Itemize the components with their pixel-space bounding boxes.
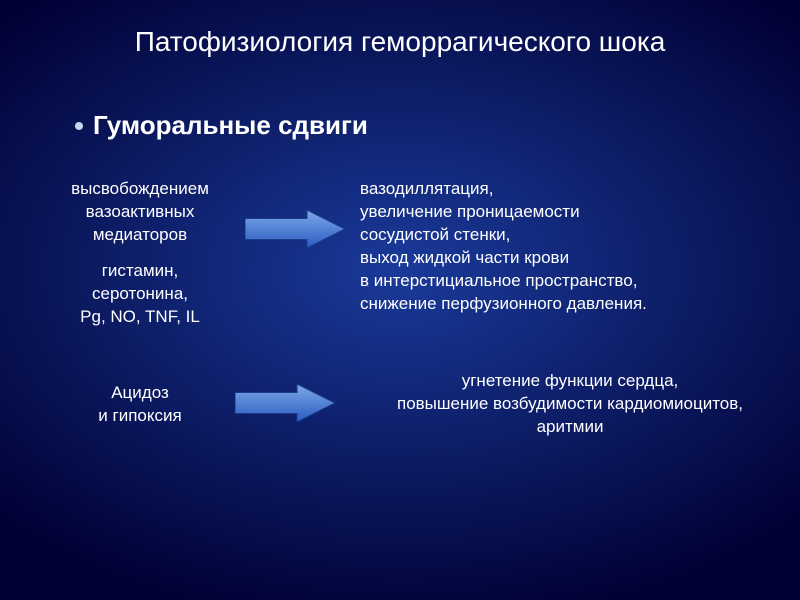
block-heart-effect: угнетение функции сердца,повышение возбу…: [360, 370, 780, 439]
block-mediators-list: гистамин,серотонина,Pg, NO, TNF, IL: [40, 260, 240, 329]
subtitle-text: Гуморальные сдвиги: [93, 110, 368, 141]
slide-title: Патофизиология геморрагического шока: [0, 26, 800, 58]
bullet-icon: [75, 122, 83, 130]
block-mediators-release: высвобождениемвазоактивныхмедиаторов: [40, 178, 240, 247]
arrow-bottom: [235, 384, 335, 422]
block-vasodilation: вазодиллятация,увеличение проницаемостис…: [360, 178, 780, 316]
block-acidosis: Ацидози гипоксия: [60, 382, 220, 428]
arrow-top: [245, 210, 345, 248]
subtitle-row: Гуморальные сдвиги: [75, 110, 368, 141]
slide: Патофизиология геморрагического шока Гум…: [0, 0, 800, 600]
